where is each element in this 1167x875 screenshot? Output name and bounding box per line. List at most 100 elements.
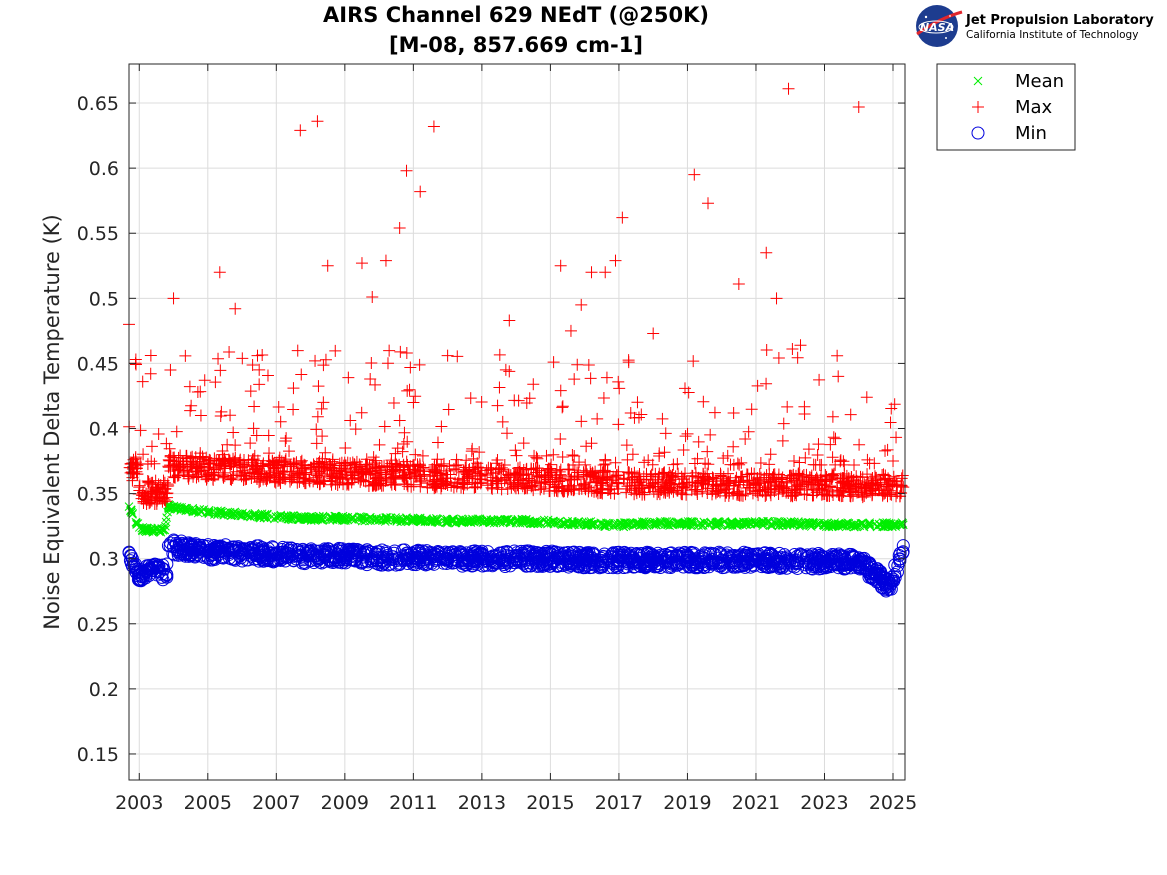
data-point	[400, 347, 413, 360]
data-point	[764, 448, 777, 461]
data-point	[224, 473, 237, 486]
y-tick-label: 0.25	[77, 614, 119, 636]
data-point	[861, 453, 874, 466]
data-point	[253, 363, 266, 376]
data-point	[248, 400, 261, 413]
data-point	[782, 82, 795, 95]
data-point	[247, 422, 260, 435]
data-point	[503, 365, 516, 378]
x-tick-label: 2005	[184, 792, 232, 814]
data-point	[394, 345, 407, 358]
data-point	[188, 506, 197, 516]
data-point	[865, 518, 875, 527]
data-point	[225, 473, 238, 486]
data-point	[272, 401, 285, 414]
data-point	[708, 406, 721, 419]
data-point	[310, 423, 323, 436]
data-point	[731, 519, 741, 529]
data-point	[365, 356, 378, 369]
data-point	[844, 408, 857, 421]
data-point	[160, 525, 170, 535]
data-point	[319, 353, 332, 366]
data-point	[777, 417, 790, 430]
data-point	[697, 395, 710, 408]
data-point	[575, 415, 588, 428]
data-point	[414, 185, 427, 198]
data-point	[464, 392, 477, 405]
data-point	[128, 510, 137, 519]
data-point	[554, 384, 567, 397]
data-point	[591, 412, 604, 425]
data-point	[369, 378, 382, 391]
data-point	[546, 517, 555, 527]
data-point	[704, 428, 717, 441]
data-point	[288, 470, 301, 483]
data-point	[400, 164, 413, 177]
data-point	[263, 447, 276, 460]
legend: Mean Max Min	[936, 63, 1076, 151]
data-point	[401, 480, 414, 493]
data-point	[378, 420, 391, 433]
data-point	[642, 521, 652, 530]
data-point	[701, 445, 714, 458]
data-point	[635, 408, 648, 421]
data-point	[167, 292, 180, 305]
data-point	[776, 434, 789, 447]
data-point	[342, 371, 355, 384]
data-point	[198, 374, 211, 387]
series-max	[123, 82, 910, 510]
legend-label-mean: Mean	[1015, 71, 1064, 92]
data-point	[686, 470, 699, 483]
data-point	[145, 455, 158, 468]
data-point	[409, 390, 422, 403]
data-point	[210, 510, 219, 519]
data-point	[185, 399, 198, 412]
data-point	[618, 472, 631, 485]
data-point	[897, 481, 910, 494]
data-point	[191, 386, 204, 399]
data-point	[826, 472, 839, 485]
x-axis: 2003 2005 2007 2009 2011 2013 2015 2017 2019 2021…	[115, 64, 917, 814]
data-point	[441, 349, 454, 362]
data-point	[169, 503, 178, 513]
data-point	[230, 507, 240, 517]
data-point	[691, 488, 704, 501]
data-point	[890, 431, 903, 444]
y-axis: 0.15 0.2 0.25 0.3 0.35 0.4 0.45 0.5 0.55 0.6 0.65	[77, 93, 905, 766]
data-point	[416, 449, 429, 462]
data-point	[164, 363, 177, 376]
data-point	[457, 518, 467, 528]
data-point	[448, 514, 457, 524]
data-point	[342, 478, 355, 491]
data-point	[501, 427, 514, 440]
data-point	[887, 454, 900, 467]
data-point	[741, 468, 754, 481]
data-point	[189, 506, 199, 515]
data-point	[287, 403, 300, 416]
data-point	[283, 445, 296, 458]
data-point	[681, 427, 694, 440]
data-point	[665, 471, 678, 484]
data-point	[203, 507, 213, 517]
data-point	[613, 382, 626, 395]
data-point	[874, 519, 884, 529]
y-axis-label: Noise Equivalent Delta Temperature (K)	[40, 214, 64, 630]
data-point	[148, 457, 161, 470]
data-point	[635, 521, 645, 530]
data-point	[566, 449, 579, 462]
data-point	[702, 197, 715, 210]
data-point	[517, 437, 530, 450]
data-point	[489, 518, 499, 528]
data-point	[626, 448, 639, 461]
data-point	[339, 442, 352, 455]
data-point	[133, 479, 146, 492]
chart-subtitle: [M-08, 857.669 cm-1]	[389, 33, 643, 57]
data-point	[294, 124, 307, 137]
data-point	[575, 298, 588, 311]
data-point	[554, 432, 567, 445]
data-point	[393, 414, 406, 427]
data-point	[490, 474, 503, 487]
data-point	[179, 349, 192, 362]
data-point	[865, 521, 874, 531]
data-point	[306, 516, 316, 526]
